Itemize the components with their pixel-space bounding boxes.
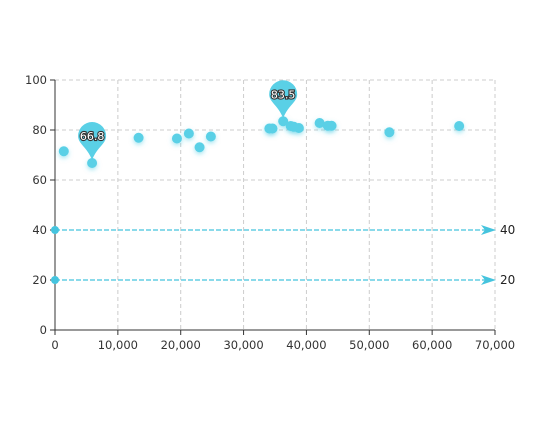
x-tick-label: 20,000: [161, 338, 201, 352]
y-tick-label: 60: [32, 173, 47, 187]
mark-line-start-dot: [51, 276, 59, 284]
scatter-point: [58, 146, 69, 157]
mark-line-start-dot: [51, 226, 59, 234]
scatter-point: [384, 127, 395, 138]
scatter-point: [194, 142, 205, 153]
scatter-point: [133, 132, 144, 143]
y-tick-label: 0: [40, 323, 47, 337]
x-tick-label: 40,000: [286, 338, 326, 352]
y-tick-label: 40: [32, 223, 47, 237]
scatter-point: [205, 131, 216, 142]
scatter-point: [267, 123, 278, 134]
axes: 0 10,000 20,000 30,000 40,000 50,000 60,000 70,…: [25, 73, 515, 352]
mark-line-20: 20: [51, 273, 515, 287]
mark-points: 66.8 83.5: [78, 80, 298, 160]
scatter-point: [171, 133, 182, 144]
scatter-point: [183, 128, 194, 139]
mark-point-label: 66.8: [80, 130, 105, 143]
mark-line-arrow-icon: [481, 225, 496, 235]
mark-line-label: 40: [500, 223, 515, 237]
mark-point-pin-66.8: 66.8: [78, 122, 107, 160]
x-tick-label: 70,000: [475, 338, 515, 352]
x-tick-label: 60,000: [412, 338, 452, 352]
x-tick-label: 30,000: [223, 338, 263, 352]
pin-marker-icon: [269, 80, 298, 119]
mark-point-pin-83.5: 83.5: [269, 80, 298, 119]
scatter-point: [454, 121, 465, 131]
y-tick-label: 80: [32, 123, 47, 137]
mark-line-arrow-icon: [481, 275, 496, 285]
scatter-point: [326, 120, 337, 131]
scatter-points: [58, 116, 465, 168]
x-tick-label: 0: [51, 338, 58, 352]
scatter-point: [314, 118, 325, 128]
y-tick-label: 20: [32, 273, 47, 287]
x-tick-label: 10,000: [98, 338, 138, 352]
pin-marker-icon: [78, 122, 107, 160]
scatter-point: [87, 158, 98, 168]
scatter-point: [278, 116, 289, 127]
mark-point-label: 83.5: [271, 88, 296, 101]
y-tick-label: 100: [25, 73, 47, 87]
scatter-point: [293, 123, 304, 133]
mark-line-label: 20: [500, 273, 515, 287]
grid-lines: [55, 79, 496, 330]
x-tick-label: 50,000: [349, 338, 389, 352]
mark-lines: 40 20: [51, 223, 515, 287]
mark-line-40: 40: [51, 223, 515, 237]
